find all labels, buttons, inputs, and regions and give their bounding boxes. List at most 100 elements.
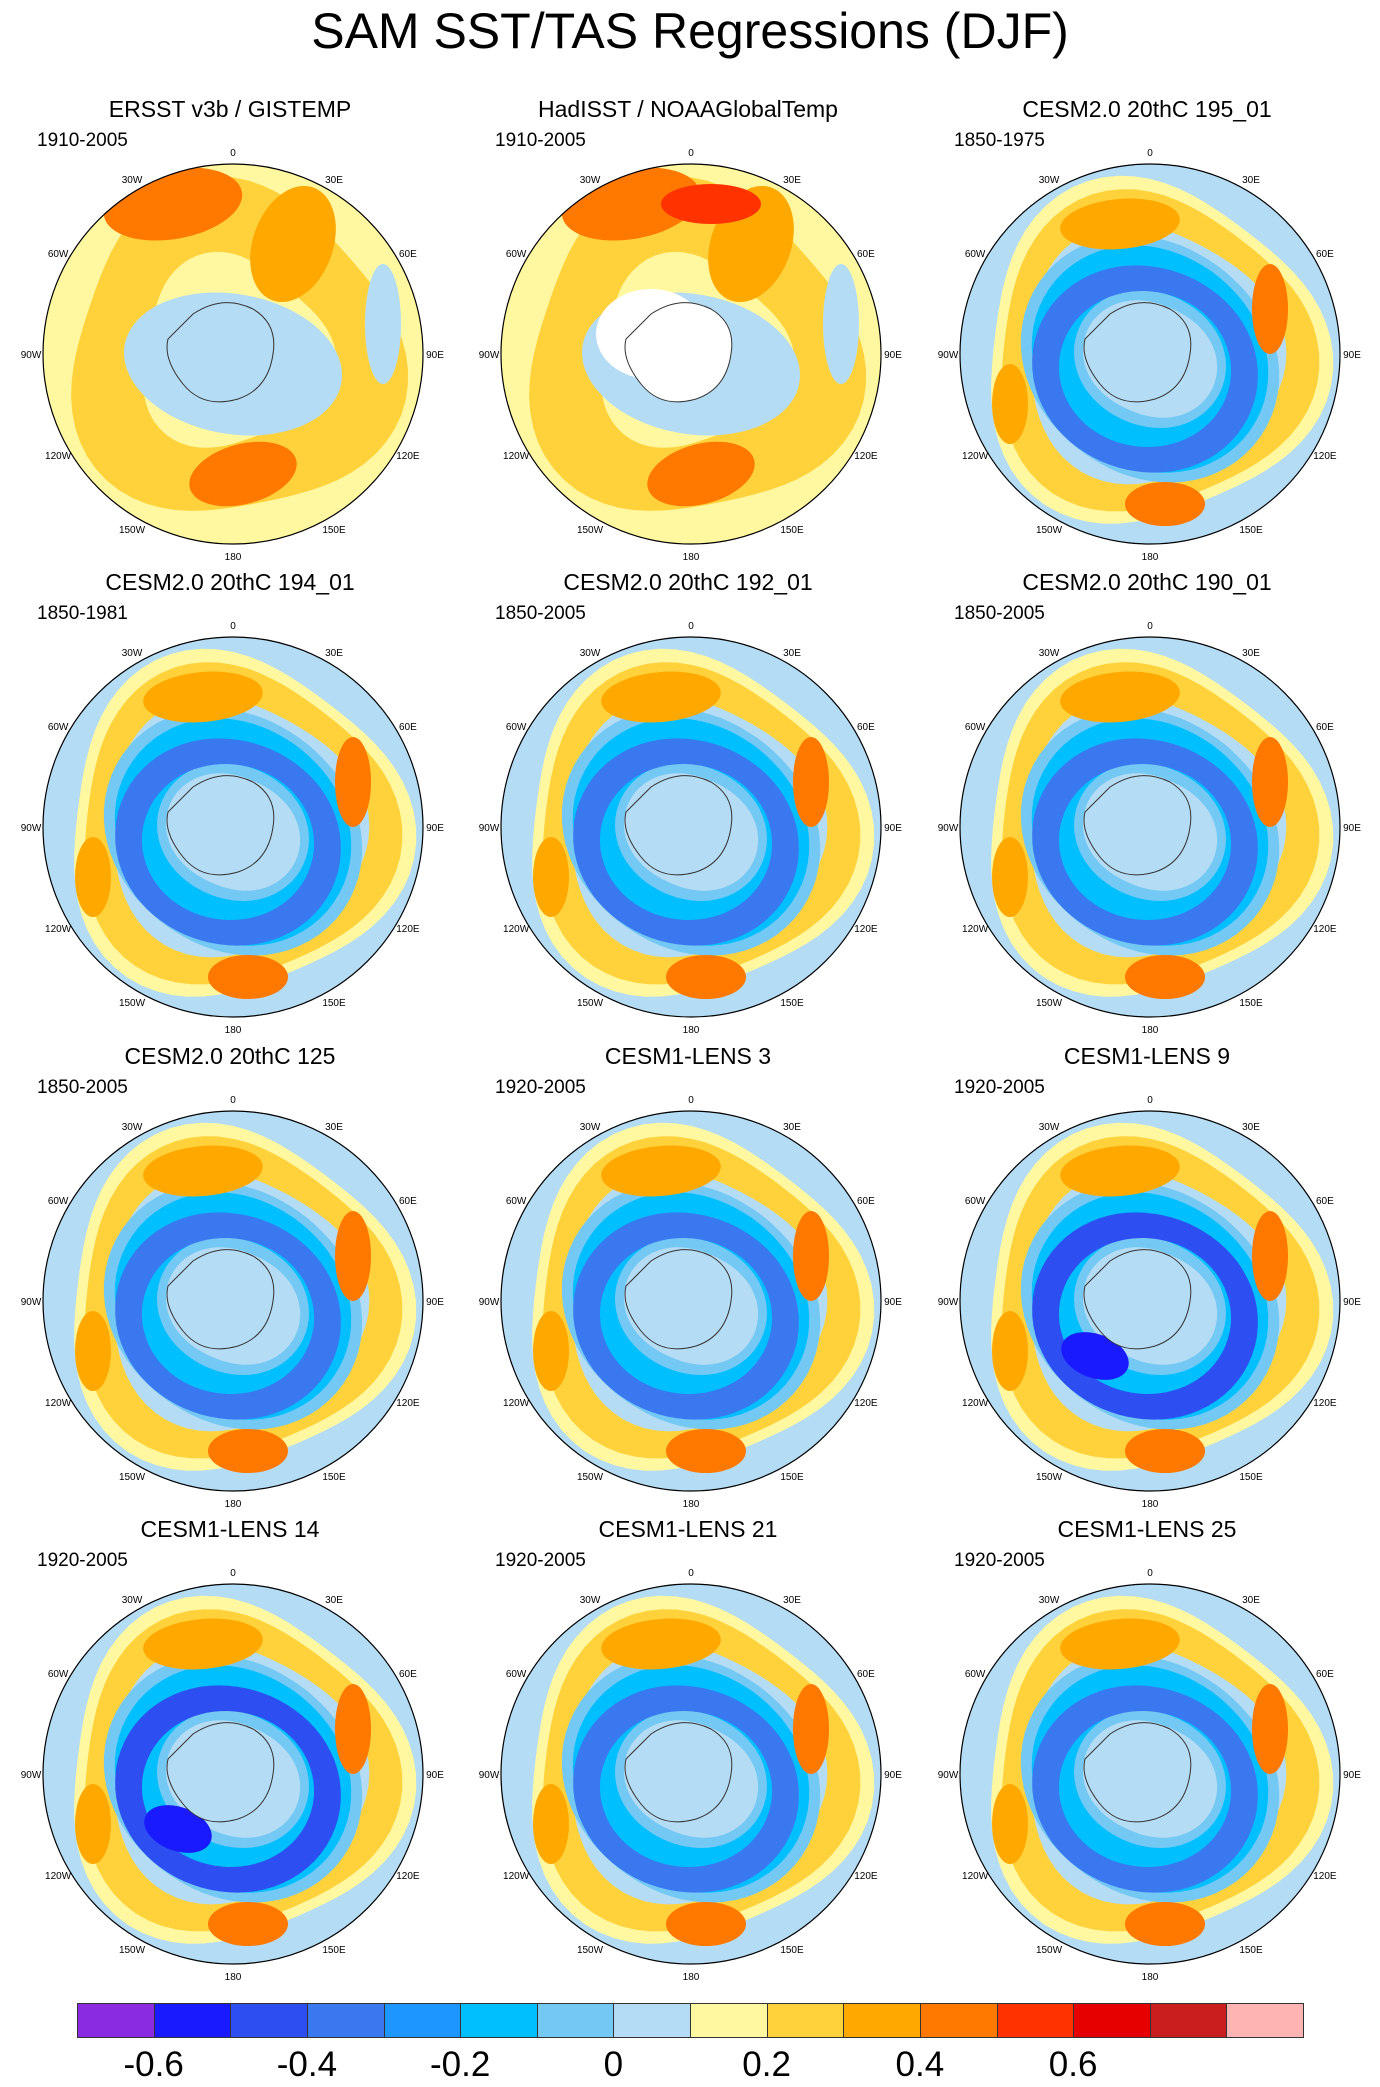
- longitude-label: 0: [1147, 1095, 1153, 1106]
- longitude-label: 60E: [1316, 249, 1334, 260]
- longitude-label: 60W: [48, 1669, 69, 1680]
- longitude-label: 0: [688, 1095, 694, 1106]
- antarctica-outline: [166, 302, 275, 403]
- longitude-label: 120E: [1313, 451, 1337, 462]
- warm-anomaly: [793, 1211, 829, 1301]
- warm-anomaly: [143, 671, 263, 723]
- polar-map: 0 30E 60E 90E 120E 150E 180 150W 120W 90W 60W 30W: [479, 1568, 903, 1983]
- antarctica-outline: [166, 775, 275, 876]
- longitude-label: 180: [225, 1499, 242, 1510]
- warm-anomaly: [793, 1684, 829, 1774]
- colorbar-swatch: [153, 2003, 232, 2038]
- panel-period: 1850-2005: [495, 603, 586, 624]
- warm-anomaly: [992, 364, 1028, 444]
- colorbar-swatch: [843, 2003, 921, 2038]
- longitude-label: 150E: [322, 1472, 346, 1483]
- warm-anomaly: [647, 441, 755, 507]
- longitude-label: 90W: [938, 350, 959, 361]
- map-panel: 0 30E 60E 90E 120E 150E 180 150W 120W 90W 60W 30W CE…: [917, 1515, 1377, 1989]
- map-panel: 0 30E 60E 90E 120E 150E 180 150W 120W 90W 60W 30W CE…: [458, 568, 918, 1042]
- polar-map: 0 30E 60E 90E 120E 150E 180 150W 120W 90W 60W 30W: [21, 1568, 445, 1983]
- longitude-label: 30E: [1242, 648, 1260, 659]
- colorbar-tick-label: -0.6: [123, 2045, 184, 2084]
- longitude-label: 60W: [965, 1669, 986, 1680]
- longitude-label: 60W: [965, 1196, 986, 1207]
- longitude-label: 60W: [965, 249, 986, 260]
- colorbar-tick-label: 0.2: [742, 2045, 791, 2084]
- polar-map: 0 30E 60E 90E 120E 150E 180 150W 120W 90W 60W 30W: [938, 1095, 1362, 1510]
- longitude-label: 120E: [396, 451, 420, 462]
- warm-anomaly: [992, 1784, 1028, 1864]
- antarctica-outline: [624, 1722, 733, 1823]
- colorbar-swatch: [1073, 2003, 1151, 2038]
- antarctica-outline: [624, 1249, 733, 1350]
- panel-title: CESM1-LENS 14: [140, 1516, 320, 1542]
- warm-ring: [542, 1136, 861, 1459]
- longitude-label: 90E: [1343, 350, 1361, 361]
- panel-period: 1850-2005: [37, 1077, 128, 1098]
- longitude-label: 90E: [426, 1770, 444, 1781]
- longitude-label: 150W: [119, 998, 146, 1009]
- map-boundary: [959, 163, 1341, 545]
- panel-title: CESM1-LENS 9: [1063, 1043, 1231, 1069]
- longitude-label: 150E: [780, 1945, 804, 1956]
- map-panel: 0 30E 60E 90E 120E 150E 180 150W 120W 90W 60W 30W CE…: [917, 95, 1377, 569]
- longitude-label: 120E: [1313, 924, 1337, 935]
- longitude-label: 150E: [780, 1472, 804, 1483]
- longitude-label: 0: [688, 1568, 694, 1579]
- map-boundary: [42, 163, 424, 545]
- longitude-label: 120W: [45, 451, 72, 462]
- warm-ring: [542, 1609, 861, 1932]
- warm-anomaly: [533, 1311, 569, 1391]
- polar-map: 0 30E 60E 90E 120E 150E 180 150W 120W 90W 60W 30W: [479, 621, 903, 1036]
- longitude-label: 90W: [21, 1770, 42, 1781]
- warm-anomaly: [75, 837, 111, 917]
- longitude-label: 120W: [503, 1871, 530, 1882]
- longitude-label: 150W: [119, 1945, 146, 1956]
- longitude-label: 0: [688, 148, 694, 159]
- warm-anomaly: [335, 1684, 371, 1774]
- polar-map: 0 30E 60E 90E 120E 150E 180 150W 120W 90W 60W 30W: [21, 148, 445, 563]
- longitude-label: 60W: [48, 1196, 69, 1207]
- longitude-label: 30E: [783, 648, 801, 659]
- warm-anomaly: [1252, 264, 1288, 354]
- longitude-label: 30E: [783, 1122, 801, 1133]
- longitude-label: 150E: [1239, 998, 1263, 1009]
- panel-title: CESM2.0 20thC 195_01: [1022, 96, 1272, 122]
- longitude-label: 90E: [426, 350, 444, 361]
- longitude-label: 150E: [1239, 1472, 1263, 1483]
- longitude-label: 60E: [399, 249, 417, 260]
- longitude-label: 90W: [938, 823, 959, 834]
- longitude-label: 120E: [854, 1871, 878, 1882]
- colorbar: -0.6 -0.4 -0.2 0 0.2 0.4 0.6: [77, 2003, 1304, 2084]
- longitude-label: 30E: [1242, 175, 1260, 186]
- longitude-label: 120E: [1313, 1398, 1337, 1409]
- longitude-label: 150E: [780, 525, 804, 536]
- longitude-label: 90W: [479, 350, 500, 361]
- longitude-label: 120E: [396, 1398, 420, 1409]
- longitude-label: 120W: [962, 924, 989, 935]
- panel-period: 1850-1981: [37, 603, 128, 624]
- cool-anomaly: [823, 264, 859, 384]
- warm-anomaly: [1252, 737, 1288, 827]
- polar-map: 0 30E 60E 90E 120E 150E 180 150W 120W 90W 60W 30W: [21, 621, 445, 1036]
- longitude-label: 150W: [119, 525, 146, 536]
- longitude-label: 120E: [1313, 1871, 1337, 1882]
- colorbar-tick-label: -0.2: [429, 2045, 491, 2084]
- warm-anomaly: [533, 837, 569, 917]
- longitude-label: 30W: [122, 175, 143, 186]
- longitude-label: 150W: [1036, 998, 1063, 1009]
- longitude-label: 180: [225, 552, 242, 563]
- longitude-label: 60W: [48, 722, 69, 733]
- warm-anomaly: [1060, 1618, 1180, 1670]
- antarctica-outline: [624, 302, 733, 403]
- longitude-label: 150E: [322, 1945, 346, 1956]
- map-boundary: [42, 1110, 424, 1492]
- warm-anomaly: [1125, 482, 1205, 526]
- colorbar-swatch: [306, 2003, 385, 2038]
- polar-map: 0 30E 60E 90E 120E 150E 180 150W 120W 90W 60W 30W: [479, 1095, 903, 1510]
- longitude-label: 120W: [503, 924, 530, 935]
- map-boundary: [959, 1110, 1341, 1492]
- longitude-label: 90W: [479, 823, 500, 834]
- cold-anomaly: [144, 1805, 212, 1853]
